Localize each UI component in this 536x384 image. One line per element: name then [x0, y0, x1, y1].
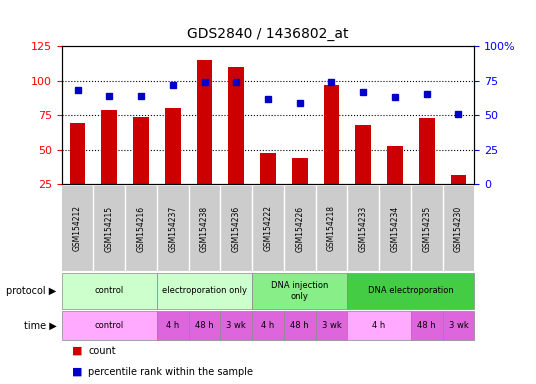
Text: GDS2840 / 1436802_at: GDS2840 / 1436802_at [187, 27, 349, 41]
Text: control: control [95, 286, 124, 295]
Text: 3 wk: 3 wk [322, 321, 341, 330]
Text: 3 wk: 3 wk [449, 321, 468, 330]
Bar [197, 60, 212, 219]
Text: 4 h: 4 h [166, 321, 180, 330]
Text: GSM154218: GSM154218 [327, 205, 336, 252]
Text: GSM154215: GSM154215 [105, 205, 114, 252]
Text: 48 h: 48 h [418, 321, 436, 330]
Text: GSM154226: GSM154226 [295, 205, 304, 252]
Text: time ▶: time ▶ [24, 320, 56, 331]
Text: GSM154235: GSM154235 [422, 205, 431, 252]
Bar [387, 146, 403, 219]
Bar [260, 152, 276, 219]
Text: percentile rank within the sample: percentile rank within the sample [88, 367, 254, 377]
Bar [70, 124, 85, 219]
Text: DNA electroporation: DNA electroporation [368, 286, 454, 295]
Text: 4 h: 4 h [373, 321, 386, 330]
Text: 48 h: 48 h [291, 321, 309, 330]
Text: DNA injection
only: DNA injection only [271, 281, 329, 301]
Text: GSM154238: GSM154238 [200, 205, 209, 252]
Bar [101, 110, 117, 219]
Bar [292, 158, 308, 219]
Text: ■: ■ [72, 346, 83, 356]
Bar [355, 125, 371, 219]
Text: GSM154237: GSM154237 [168, 205, 177, 252]
Text: 4 h: 4 h [262, 321, 274, 330]
Text: GSM154236: GSM154236 [232, 205, 241, 252]
Text: GSM154222: GSM154222 [264, 205, 272, 252]
Text: control: control [95, 321, 124, 330]
Text: ■: ■ [72, 367, 83, 377]
Bar [133, 117, 149, 219]
Bar [324, 85, 339, 219]
Bar [165, 108, 181, 219]
Text: protocol ▶: protocol ▶ [6, 286, 56, 296]
Text: count: count [88, 346, 116, 356]
Bar [419, 118, 435, 219]
Text: 3 wk: 3 wk [226, 321, 246, 330]
Text: electroporation only: electroporation only [162, 286, 247, 295]
Text: GSM154230: GSM154230 [454, 205, 463, 252]
Text: GSM154233: GSM154233 [359, 205, 368, 252]
Text: 48 h: 48 h [195, 321, 214, 330]
Bar [228, 67, 244, 219]
Bar [451, 175, 466, 219]
Text: GSM154234: GSM154234 [391, 205, 399, 252]
Text: GSM154212: GSM154212 [73, 205, 82, 252]
Text: GSM154216: GSM154216 [137, 205, 145, 252]
